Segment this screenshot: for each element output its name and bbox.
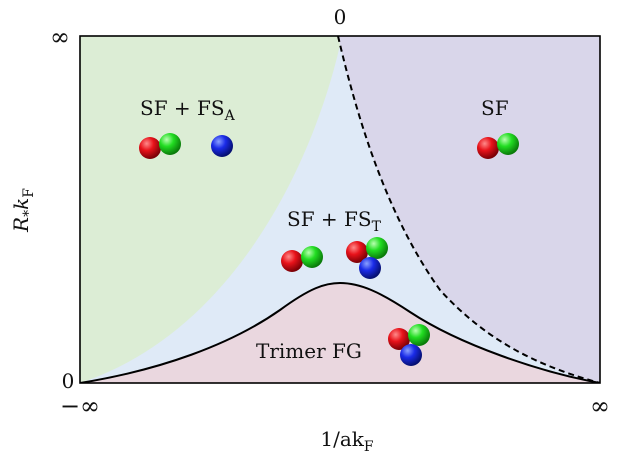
dimer-molecule-sf-fsa [139, 133, 181, 159]
trimer-boundary [80, 281, 600, 383]
label-sf: SF [481, 96, 509, 120]
region-sf [338, 36, 600, 383]
x-axis-title: 1/akF [320, 427, 374, 453]
atom-blue-sf-fsa [211, 135, 233, 157]
label-trimer: Trimer FG [256, 339, 362, 363]
top-tick-label: 0 [334, 5, 347, 29]
dimer-molecule-sf-fst [281, 246, 323, 272]
y-top-label: ∞ [50, 23, 70, 51]
x-left-label: −∞ [60, 392, 100, 420]
trimer-molecule-sf-fst [346, 237, 388, 279]
y-axis-title: R*kF [9, 188, 37, 233]
x-right-label: ∞ [590, 392, 610, 420]
y-bottom-label: 0 [62, 369, 75, 393]
trimer-molecule-trimer-fg [388, 324, 430, 366]
label-sf-fsa: SF + FSA [140, 96, 236, 124]
dashed-boundary [337, 36, 600, 383]
dimer-molecule-sf [477, 133, 519, 159]
label-sf-fst: SF + FST [287, 207, 382, 235]
plot-frame [79, 35, 601, 384]
region-trimer [80, 283, 600, 383]
